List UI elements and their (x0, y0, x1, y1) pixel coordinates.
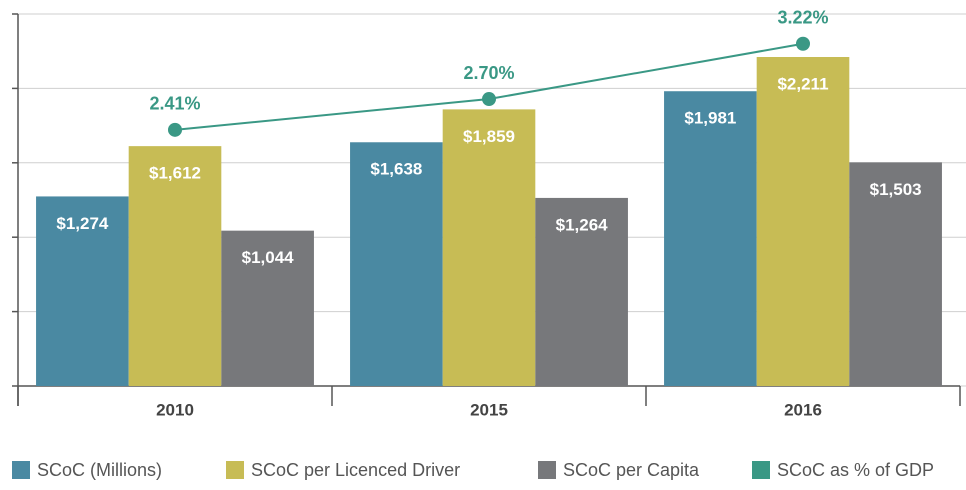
bar (350, 142, 443, 386)
legend-swatch (226, 461, 244, 479)
legend-swatch (12, 461, 30, 479)
data-label: 2.70% (463, 63, 514, 83)
legend-swatch (538, 461, 556, 479)
data-label: $1,274 (56, 214, 109, 233)
bar (221, 230, 314, 386)
line-point (796, 36, 810, 51)
bar (535, 197, 628, 386)
x-tick-label: 2015 (470, 400, 508, 419)
data-label: $1,859 (463, 127, 515, 146)
data-label: $1,612 (149, 164, 201, 183)
data-label: $1,264 (556, 215, 609, 234)
legend-label: SCoC per Licenced Driver (251, 460, 460, 480)
data-label: $1,638 (370, 160, 422, 179)
x-tick-label: 2016 (784, 400, 822, 419)
line-point (482, 92, 496, 107)
data-label: 3.22% (777, 8, 828, 28)
legend-label: SCoC (Millions) (37, 460, 162, 480)
bar (664, 91, 757, 386)
bar (128, 146, 222, 386)
bar (756, 57, 850, 386)
data-label: $2,211 (777, 74, 828, 93)
bar (36, 196, 129, 386)
x-tick-label: 2010 (156, 400, 194, 419)
data-label: $1,044 (242, 248, 295, 267)
legend-label: SCoC per Capita (563, 460, 700, 480)
data-label: $1,503 (870, 180, 922, 199)
data-label: $1,981 (684, 109, 736, 128)
legend-label: SCoC as % of GDP (777, 460, 934, 480)
data-label: 2.41% (149, 94, 200, 114)
legend-swatch (752, 461, 770, 479)
line-point (168, 122, 182, 137)
bar (849, 162, 942, 386)
bar (442, 109, 536, 386)
